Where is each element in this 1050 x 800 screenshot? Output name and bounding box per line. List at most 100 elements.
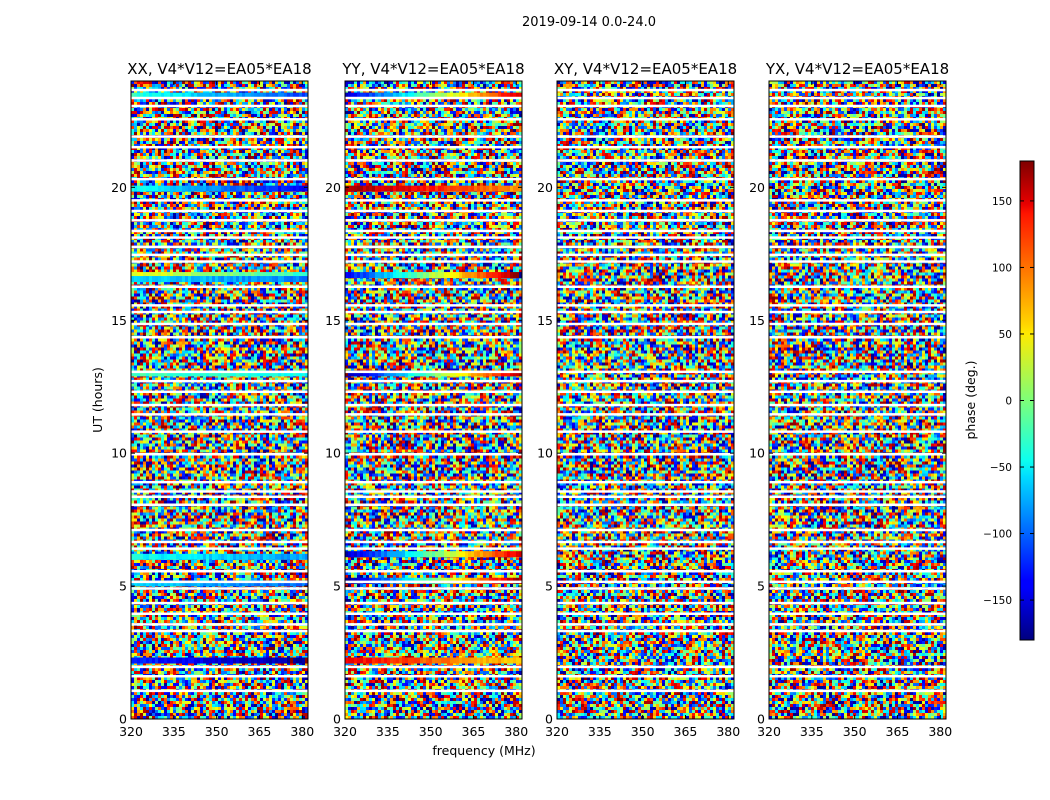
flagged-row: [131, 612, 308, 615]
coherent-band-cell: [185, 272, 189, 279]
flagged-row: [131, 104, 308, 108]
coherent-band-cell: [299, 657, 303, 664]
flagged-row: [557, 480, 734, 484]
coherent-band-cell: [453, 272, 457, 279]
coherent-band-cell: [501, 657, 505, 664]
coherent-band-cell: [483, 551, 487, 558]
coherent-band-cell: [378, 551, 382, 558]
coherent-band-cell: [305, 580, 309, 587]
coherent-band-cell: [444, 657, 448, 664]
coherent-band-cell: [263, 185, 267, 192]
coherent-band-cell: [215, 553, 219, 560]
flagged-row: [131, 430, 308, 433]
coherent-band-cell: [501, 272, 505, 279]
flagged-row: [769, 199, 946, 202]
coherent-band-cell: [405, 185, 409, 192]
flagged-row: [345, 96, 522, 100]
coherent-band-cell: [197, 657, 201, 664]
coherent-band-cell: [483, 92, 487, 99]
coherent-band-cell: [212, 185, 216, 192]
coherent-band-cell: [134, 370, 138, 377]
coherent-band-cell: [224, 553, 228, 560]
coherent-band-cell: [432, 92, 436, 99]
coherent-band-cell: [251, 553, 255, 560]
x-tick-label: 320: [545, 724, 569, 739]
coherent-band-cell: [465, 92, 469, 99]
coherent-band-cell: [209, 657, 213, 664]
coherent-band-cell: [278, 272, 282, 279]
coherent-band-cell: [275, 370, 279, 377]
flagged-row: [345, 623, 522, 626]
coherent-band-cell: [173, 185, 177, 192]
y-tick-label: 0: [119, 712, 127, 727]
coherent-band-cell: [299, 276, 303, 283]
coherent-band-cell: [170, 92, 174, 99]
coherent-band-cell: [134, 92, 138, 99]
coherent-band-cell: [402, 185, 406, 192]
coherent-band-cell: [287, 370, 291, 377]
panels-group: XX, V4*V12=EA05*EA18 320 335 350 365 380 0 5 10 1…: [111, 60, 952, 739]
coherent-band-cell: [251, 185, 255, 192]
coherent-band-cell: [179, 580, 183, 587]
coherent-band-cell: [414, 272, 418, 279]
coherent-band-cell: [366, 551, 370, 558]
coherent-band-cell: [149, 185, 153, 192]
coherent-band-cell: [483, 370, 487, 377]
coherent-band-cell: [290, 272, 294, 279]
coherent-band-cell: [405, 551, 409, 558]
coherent-band-cell: [305, 276, 309, 283]
coherent-band-cell: [197, 580, 201, 587]
coherent-band-cell: [218, 370, 222, 377]
coherent-band-cell: [218, 276, 222, 283]
coherent-band-cell: [233, 272, 237, 279]
coherent-band-cell: [369, 657, 373, 664]
coherent-band-cell: [296, 553, 300, 560]
coherent-band-cell: [149, 92, 153, 99]
coherent-band-cell: [287, 553, 291, 560]
coherent-band-cell: [384, 92, 388, 99]
x-tick-label: 350: [843, 724, 867, 739]
coherent-band-cell: [498, 551, 502, 558]
coherent-band-cell: [206, 657, 210, 664]
coherent-band-cell: [429, 657, 433, 664]
coherent-band-cell: [290, 370, 294, 377]
coherent-band-cell: [161, 185, 165, 192]
coherent-band-cell: [185, 553, 189, 560]
coherent-band-cell: [137, 276, 141, 283]
coherent-band-cell: [230, 276, 234, 283]
flagged-row: [131, 236, 308, 239]
coherent-band-cell: [254, 92, 258, 99]
coherent-band-cell: [387, 185, 391, 192]
coherent-band-cell: [405, 92, 409, 99]
coherent-band-cell: [423, 657, 427, 664]
coherent-band-cell: [185, 370, 189, 377]
coherent-band-cell: [257, 276, 261, 283]
coherent-band-cell: [209, 276, 213, 283]
coherent-band-cell: [348, 370, 352, 377]
coherent-band-cell: [290, 657, 294, 664]
coherent-band-cell: [137, 370, 141, 377]
coherent-band-cell: [378, 92, 382, 99]
coherent-band-cell: [230, 370, 234, 377]
coherent-band-cell: [230, 185, 234, 192]
flagged-row: [131, 260, 308, 263]
coherent-band-cell: [197, 370, 201, 377]
coherent-band-cell: [296, 272, 300, 279]
coherent-band-cell: [381, 370, 385, 377]
coherent-band-cell: [176, 272, 180, 279]
coherent-band-cell: [296, 92, 300, 99]
coherent-band-cell: [390, 185, 394, 192]
coherent-band-cell: [378, 657, 382, 664]
coherent-band-cell: [293, 370, 297, 377]
coherent-band-cell: [215, 276, 219, 283]
coherent-band-cell: [375, 272, 379, 279]
coherent-band-cell: [302, 580, 306, 587]
coherent-band-cell: [155, 272, 159, 279]
flagged-row: [557, 336, 734, 339]
coherent-band-cell: [146, 92, 150, 99]
coherent-band-cell: [438, 92, 442, 99]
coherent-band-cell: [408, 92, 412, 99]
coherent-band-cell: [480, 185, 484, 192]
coherent-band-cell: [269, 580, 273, 587]
flagged-row: [557, 503, 734, 506]
